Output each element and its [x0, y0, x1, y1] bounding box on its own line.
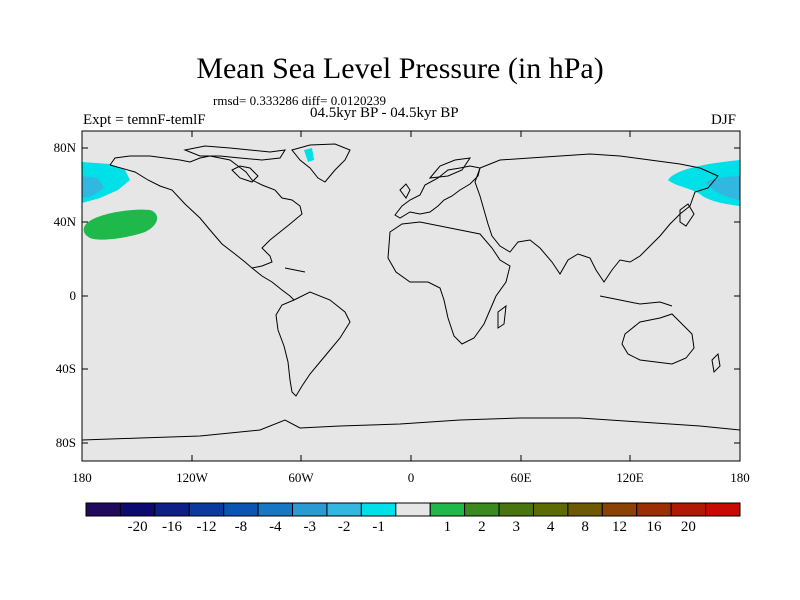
lat-label-40s: 40S — [55, 361, 76, 376]
colorbar-box — [395, 502, 431, 517]
colorbar-tick-label: -12 — [196, 519, 217, 535]
colorbar-tick-label: -20 — [127, 519, 148, 535]
lon-label-120w: 120W — [176, 470, 208, 485]
experiment-label: Expt = temnF-temlF — [83, 112, 206, 128]
colorbar-box — [223, 502, 259, 517]
colorbar-tick-label: -3 — [303, 519, 316, 535]
coast-north-america — [109, 155, 303, 269]
coast-madagascar — [497, 304, 507, 329]
anomaly-north-pacific-lightblue-east — [705, 176, 740, 200]
lon-label-180e: 180 — [730, 470, 750, 485]
coast-australia — [621, 313, 695, 365]
colorbar-box — [257, 502, 294, 517]
season-label: DJF — [711, 112, 737, 128]
lon-label-0: 0 — [407, 470, 415, 485]
stats-label: rmsd= 0.333286 diff= 0.0120239 — [213, 93, 386, 108]
coast-arctic-islands — [183, 145, 286, 161]
colorbar-tick-label: -1 — [372, 519, 385, 535]
colorbar-tick-label: 4 — [546, 519, 555, 535]
coast-africa — [387, 221, 511, 345]
lat-label-80s: 80S — [55, 435, 76, 450]
colorbar-box — [360, 502, 397, 517]
colorbar-tick-label: -16 — [162, 519, 183, 535]
coast-south-america — [275, 291, 351, 397]
colorbar-box — [636, 502, 672, 517]
anomaly-north-pacific-lightblue-west — [82, 176, 104, 198]
colorbar-box — [326, 502, 362, 517]
colorbar-tick-label: -8 — [234, 519, 248, 535]
colorbar-tick-label: -4 — [269, 519, 282, 535]
colorbar-box — [119, 502, 156, 517]
colorbar-tick-label: 16 — [646, 519, 662, 535]
coast-britain — [399, 183, 411, 199]
anomaly-greenland-cyan — [304, 148, 314, 162]
coastlines — [81, 143, 741, 441]
lon-label-120e: 120E — [616, 470, 644, 485]
colorbar-box — [498, 502, 534, 517]
colorbar-box — [705, 502, 741, 517]
lat-label-0: 0 — [69, 288, 77, 303]
lon-label-60e: 60E — [510, 470, 532, 485]
coast-indonesia — [599, 295, 673, 307]
colorbar-tick-label: 3 — [512, 519, 521, 535]
coast-europe — [394, 165, 481, 219]
colorbar-box — [567, 502, 603, 517]
colorbar-tick-label: 12 — [612, 519, 628, 535]
colorbar-box — [464, 502, 500, 517]
coast-japan — [679, 203, 695, 227]
lon-label-180w: 180 — [72, 470, 92, 485]
colorbar-tick-label: 8 — [581, 519, 589, 535]
anomaly-north-pacific-green — [83, 209, 158, 240]
axis-ticks — [81, 131, 741, 461]
colorbar-box — [188, 502, 225, 517]
lon-label-60w: 60W — [288, 470, 314, 485]
colorbar-box — [429, 502, 466, 517]
map-subtitle: 04.5kyr BP - 04.5kyr BP — [310, 105, 459, 121]
coast-hudson-bay — [231, 165, 259, 183]
map-background — [82, 131, 740, 461]
colorbar-box — [154, 502, 190, 517]
coast-scandinavia — [428, 157, 472, 179]
colorbar-box — [670, 502, 707, 517]
coast-caribbean — [284, 267, 306, 273]
colorbar — [85, 502, 741, 517]
coast-new-zealand — [711, 352, 721, 374]
colorbar-tick-label: 20 — [680, 519, 696, 535]
coast-greenland — [291, 143, 351, 183]
lat-label-80n: 80N — [53, 140, 76, 155]
colorbar-tick-label: -2 — [337, 519, 351, 535]
coast-asia — [474, 153, 719, 283]
colorbar-tick-label: 1 — [443, 519, 452, 535]
colorbar-tick-label: 2 — [478, 519, 486, 535]
coast-central-america — [251, 267, 295, 301]
map-title: Mean Sea Level Pressure (in hPa) — [196, 52, 604, 85]
coast-antarctica — [81, 417, 741, 441]
colorbar-box — [532, 502, 569, 517]
lat-label-40n: 40N — [53, 214, 76, 229]
colorbar-box — [85, 502, 121, 517]
colorbar-box — [601, 502, 638, 517]
colorbar-box — [292, 502, 328, 517]
